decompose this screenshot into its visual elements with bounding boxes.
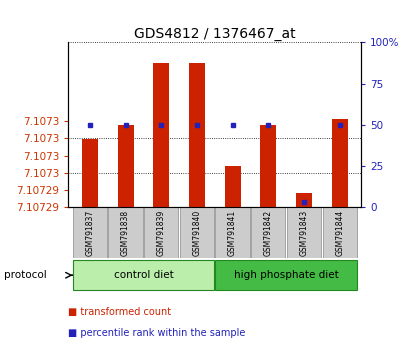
Bar [260,125,276,207]
Text: GSM791841: GSM791841 [228,210,237,256]
Text: control diet: control diet [114,270,173,280]
Bar [73,260,214,290]
Text: ■ transformed count: ■ transformed count [68,307,171,316]
Bar [153,63,169,207]
Text: GSM791837: GSM791837 [85,210,94,256]
Text: GSM791843: GSM791843 [300,210,308,256]
Text: GSM791840: GSM791840 [193,210,201,256]
Bar [82,139,98,207]
Bar [322,207,357,258]
Text: GSM791839: GSM791839 [157,210,166,256]
Text: ■ percentile rank within the sample: ■ percentile rank within the sample [68,328,246,338]
Text: GSM791842: GSM791842 [264,210,273,256]
Text: high phosphate diet: high phosphate diet [234,270,339,280]
Bar [332,119,348,207]
Bar [251,207,286,258]
Bar [144,207,178,258]
Bar [117,125,134,207]
Bar [215,260,357,290]
Text: GSM791844: GSM791844 [335,210,344,256]
Title: GDS4812 / 1376467_at: GDS4812 / 1376467_at [134,28,295,41]
Bar [225,166,241,207]
Bar [296,193,312,207]
Text: protocol: protocol [4,270,47,280]
Bar [108,207,143,258]
Bar [287,207,321,258]
Bar [73,207,107,258]
Text: GSM791838: GSM791838 [121,210,130,256]
Bar [189,63,205,207]
Bar [180,207,214,258]
Bar [215,207,250,258]
